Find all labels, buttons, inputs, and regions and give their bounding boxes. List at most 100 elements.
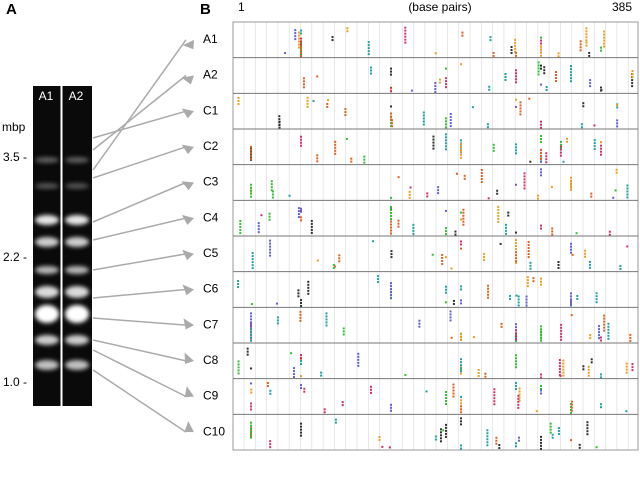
variant-dot (529, 267, 532, 270)
variant-dot (325, 312, 328, 315)
variant-dot (540, 441, 542, 444)
variant-dot (346, 27, 349, 30)
variant-dot (297, 216, 300, 219)
gel-band (65, 266, 89, 274)
variant-dot (332, 266, 335, 269)
variant-dot (559, 140, 562, 143)
variant-dot (537, 64, 540, 67)
variant-dot (251, 255, 254, 258)
variant-dot (297, 292, 300, 295)
variant-dot (460, 367, 462, 370)
variant-dot (250, 327, 252, 330)
variant-dot (570, 248, 572, 251)
variant-dot (612, 196, 615, 199)
variant-dot (518, 387, 521, 390)
variant-dot (523, 172, 526, 175)
variant-dot (585, 27, 588, 30)
variant-dot (570, 300, 572, 303)
variant-dot (316, 259, 319, 262)
variant-dot (562, 374, 565, 377)
gel-band (35, 183, 59, 189)
variant-dot (504, 223, 507, 226)
gel-band (65, 286, 89, 298)
variant-dot (570, 179, 572, 182)
variant-dot (310, 231, 313, 234)
variant-dot (250, 382, 252, 385)
variant-dot (486, 429, 489, 432)
variant-dot (397, 176, 400, 179)
variant-dot (460, 402, 462, 405)
variant-dot (460, 288, 462, 291)
variant-dot (297, 210, 300, 213)
variant-dot (300, 135, 302, 138)
variant-dot (571, 253, 574, 256)
variant-dot (559, 148, 562, 151)
variant-dot (515, 248, 517, 251)
variant-dot (525, 298, 528, 301)
variant-dot (493, 397, 496, 400)
variant-dot (570, 176, 572, 179)
variant-dot (619, 268, 622, 271)
variant-dot (250, 391, 253, 394)
variant-dot (515, 149, 517, 152)
variant-dot (523, 181, 526, 184)
arrow (92, 146, 187, 179)
variant-dot (570, 77, 572, 80)
variant-dot (550, 185, 553, 188)
variant-dot (593, 145, 596, 148)
variant-dot (445, 77, 447, 80)
variant-dot (515, 105, 517, 108)
variant-dot (390, 205, 392, 208)
variant-dot (268, 215, 271, 218)
variant-dot (460, 372, 462, 375)
variant-dot (299, 310, 302, 313)
variant-dot (477, 369, 480, 372)
variant-dot (290, 352, 293, 355)
axis-end: 385 (612, 0, 632, 14)
variant-dot (452, 392, 455, 395)
variant-dot (449, 119, 452, 122)
variant-dot (300, 425, 302, 428)
variant-dot (589, 82, 592, 85)
variant-dot (527, 256, 530, 259)
variant-dot (518, 390, 521, 393)
variant-dot (560, 332, 563, 335)
variant-dot (390, 220, 392, 223)
variant-dot (388, 446, 391, 449)
variant-dot (300, 375, 302, 378)
variant-dot (514, 44, 517, 47)
variant-dot (390, 214, 392, 217)
variant-dot (425, 390, 428, 393)
variant-dot (504, 229, 507, 232)
variant-dot (310, 228, 313, 231)
variant-dot (570, 242, 572, 245)
variant-dot (300, 384, 302, 387)
variant-dot (558, 365, 561, 368)
variant-dot (483, 256, 486, 259)
variant-dot (250, 421, 252, 424)
variant-dot (528, 97, 531, 100)
variant-dot (449, 310, 452, 313)
variant-dot (515, 337, 517, 340)
variant-dot (488, 85, 491, 88)
variant-dot (422, 123, 425, 126)
variant-dot (570, 182, 572, 185)
variant-dot (303, 390, 306, 393)
variant-dot (566, 137, 569, 140)
variant-dot (300, 32, 302, 35)
variant-dot (460, 299, 462, 302)
variant-dot (554, 79, 557, 82)
variant-dot (492, 54, 495, 57)
variant-dot (404, 38, 407, 41)
variant-dot (404, 35, 407, 38)
variant-dot (588, 51, 591, 54)
variant-dot (540, 444, 542, 447)
variant-dot (237, 360, 240, 363)
variant-dot (509, 294, 512, 297)
variant-dot (515, 183, 517, 186)
variant-dot (537, 67, 540, 70)
variant-dot (367, 41, 370, 44)
variant-dot (300, 434, 302, 437)
variant-dot (585, 41, 588, 44)
variant-dot (507, 214, 510, 217)
